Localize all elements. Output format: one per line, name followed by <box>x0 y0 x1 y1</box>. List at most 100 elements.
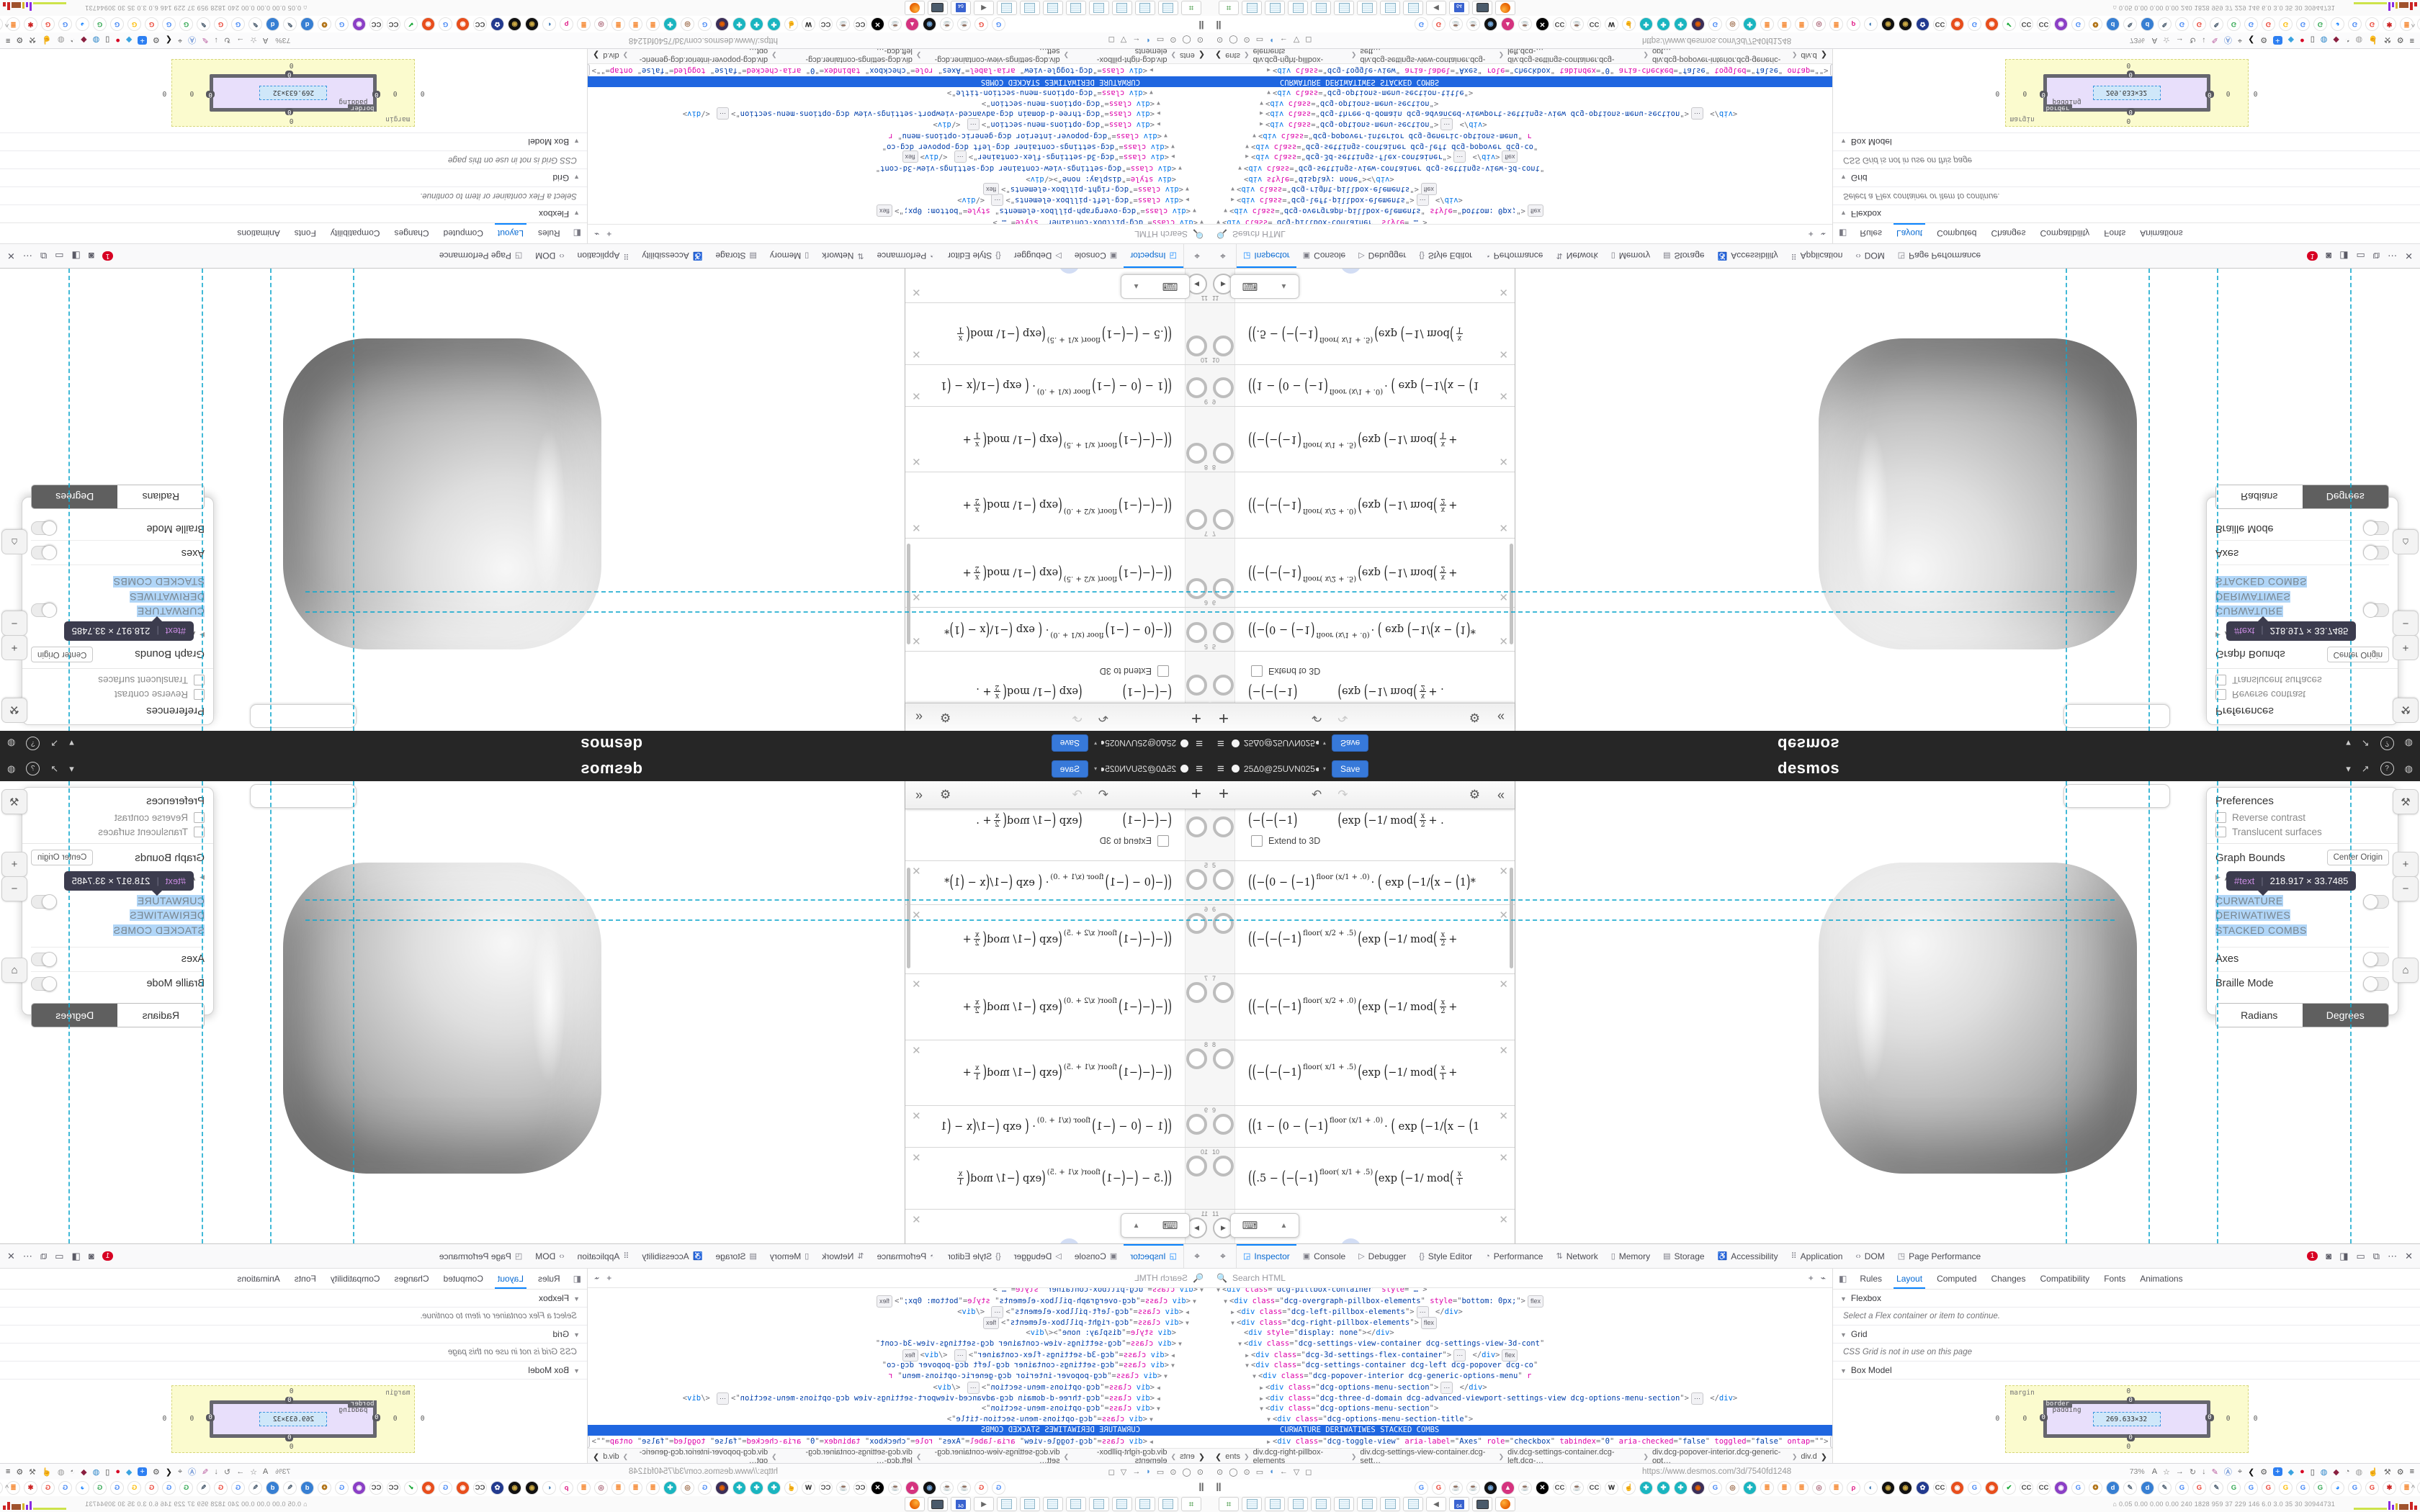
expression-circle-icon[interactable] <box>1186 913 1207 934</box>
bookmark-favicon[interactable]: ✚ <box>1673 1481 1688 1495</box>
taskbar-note-button[interactable] <box>1265 1 1285 15</box>
devtools-tab-application[interactable]: ⠿ Application <box>1791 251 1843 261</box>
shield-extension-icon[interactable]: ◆ <box>81 35 87 45</box>
html-tree-line[interactable]: ▼<div class="dcg-options-menu-section-ti… <box>1267 1415 1474 1423</box>
shield-icon[interactable]: ▽ <box>1120 35 1127 45</box>
expression-circle-icon[interactable] <box>1186 622 1207 643</box>
home-view-button[interactable]: ⌂ <box>1 529 27 554</box>
bookmark-favicon[interactable]: ✎ <box>2123 1481 2137 1495</box>
graph-title[interactable]: 25Δ0@25UVN025●… <box>1243 738 1319 749</box>
extend-to-3d-row[interactable]: Extend to 3D <box>1235 834 1515 847</box>
sidebar-tab-computed[interactable]: Computed <box>443 228 483 238</box>
bookmark-favicon[interactable]: ✚ <box>750 1481 764 1495</box>
bookmark-favicon[interactable]: ☕ <box>1466 1481 1480 1495</box>
sidebar-tab-computed[interactable]: Computed <box>1937 1274 1977 1284</box>
expression-formula[interactable]: ((−(−(−1) floor( x/1 + .5) (exp (−1/ mod(x… <box>962 1063 1172 1083</box>
expression-circle-icon[interactable] <box>1186 816 1207 837</box>
translucent-surfaces-option[interactable]: Translucent surfaces <box>2215 675 2389 685</box>
save-button[interactable]: Save <box>1051 760 1089 778</box>
header-help-icon[interactable]: ? <box>26 762 40 775</box>
bookmark-favicon[interactable]: ❂ <box>318 1481 332 1495</box>
braille-toggle[interactable] <box>2363 976 2389 991</box>
search-bar-icon[interactable]: ⌁ <box>594 1273 600 1283</box>
superellipsoid-surface[interactable] <box>283 863 601 1174</box>
bookmark-favicon[interactable]: G <box>2244 1481 2258 1495</box>
taskbar-note-button[interactable] <box>997 1 1017 15</box>
tab-icon[interactable]: ◯ <box>1229 1467 1238 1477</box>
expression-row[interactable]: 7 ((−(−(−1) floor( x/2 + .0) (exp (−1/ mod(… <box>905 472 1210 538</box>
expression-circle-icon[interactable] <box>1186 443 1207 464</box>
html-tree-line[interactable]: ▶<div class="dcg-3d-settings-flex-contai… <box>588 150 1210 163</box>
reverse-contrast-option[interactable]: Reverse contrast <box>31 812 205 823</box>
breadcrumb-item[interactable]: div.dcg-popover-interior.dcg-generic-opt… <box>639 48 768 64</box>
add-extension-icon[interactable]: + <box>138 1467 147 1476</box>
delete-expression-button[interactable]: ✕ <box>912 978 921 991</box>
bookmark-favicon[interactable]: ☕ <box>957 1481 972 1495</box>
zoom-level[interactable]: 73% <box>275 1467 291 1476</box>
back-icon[interactable]: ← <box>1279 36 1288 45</box>
expression-row[interactable]: 5 ((−(0 − (−1) floor (x/1 + .0) · ( exp (−… <box>1210 607 1515 651</box>
sidebar-tab-changes[interactable]: Changes <box>1991 1274 2026 1284</box>
expression-row[interactable]: 6 ((−(−(−1) floor( x/2 + .5) (exp (−1/ mod(… <box>905 905 1210 974</box>
bookmark-favicon[interactable]: G <box>1708 17 1722 31</box>
taskbar-note-button[interactable] <box>1020 1 1040 15</box>
bookmark-favicon[interactable]: ✔ <box>404 1481 418 1495</box>
expression-scrollbar[interactable] <box>1510 868 1513 968</box>
bookmark-favicon[interactable]: ≣ <box>2399 1481 2414 1495</box>
expression-row[interactable]: 10 ((.5 − (−(−1) floor( x/1 + .5) (exp (−1/… <box>1210 302 1515 364</box>
zoom-in-button[interactable]: + <box>1 635 27 660</box>
devtools-tab-network[interactable]: ⇅ Network <box>822 1251 864 1261</box>
expression-formula[interactable]: (−(−(−1) (exp (−1/ mod(x 2 + . <box>976 682 1172 701</box>
keypad-toggle[interactable]: ⌨ ▲ <box>1121 274 1190 299</box>
taskbar-note-button[interactable] <box>1357 1497 1377 1511</box>
expression-formula[interactable]: ((−(0 − (−1) floor (x/1 + .0) · ( exp (−1… <box>944 619 1172 639</box>
extension-icon[interactable]: ◆ <box>2287 35 2295 45</box>
error-count-badge[interactable]: 1 <box>2306 1251 2318 1261</box>
bookmark-favicon[interactable]: ☕ <box>1448 17 1463 31</box>
devtools-menu-icon[interactable]: ⋯ <box>22 1250 32 1261</box>
bookmark-favicon[interactable]: ❂ <box>318 17 332 31</box>
bookmark-favicon[interactable]: ☝ <box>1621 1481 1636 1495</box>
bookmark-favicon[interactable]: G <box>214 1481 228 1495</box>
sidebar-tab-changes[interactable]: Changes <box>394 228 429 238</box>
border-right-value[interactable]: 0 <box>206 1414 215 1421</box>
devtools-tab-style-editor[interactable]: {} Style Editor <box>1419 1251 1473 1261</box>
zoom-out-button[interactable]: − <box>1 611 27 636</box>
tab-audio-icon[interactable]: ⊙ <box>1196 1467 1204 1477</box>
home-view-button[interactable]: ⌂ <box>2393 529 2419 554</box>
html-tree-line[interactable]: CURWATURE DERIWATIWES STACKED COMBS <box>1210 1425 1832 1436</box>
expression-formula[interactable]: ((1 − (0 − (−1) floor (x/1 + .0) · ( exp … <box>1248 376 1480 395</box>
html-tree-line[interactable]: ▶<div class="dcg-left-pillbox-elements">… <box>1210 1306 1832 1318</box>
search-bar-icon[interactable]: + <box>1808 229 1814 239</box>
wrench-settings-button[interactable]: ⚒ <box>1 698 27 723</box>
devtools-tab-accessibility[interactable]: ♿ Accessibility <box>1717 1251 1778 1261</box>
gear-extension-icon[interactable]: ⚙ <box>2260 35 2268 45</box>
bookmark-favicon[interactable]: G <box>110 17 125 31</box>
devtools-tab-page-performance[interactable]: ◳ Page Performance <box>439 251 523 261</box>
bookmark-favicon[interactable]: ✎ <box>2416 17 2420 31</box>
flexbox-section-header[interactable]: ▼Flexbox <box>0 1290 587 1308</box>
extend-to-3d-row[interactable]: Extend to 3D <box>1235 665 1515 678</box>
header-share-icon[interactable]: ↗ <box>50 738 59 750</box>
highlighter-extension-icon[interactable]: ✎ <box>202 35 209 45</box>
bookmark-favicon[interactable]: G <box>2192 17 2206 31</box>
grid-section-header[interactable]: ▼Grid <box>0 168 587 186</box>
html-tree-line[interactable]: ▼<div class="dcg-settings-container dcg-… <box>1245 143 1538 151</box>
bookmark-favicon[interactable]: G <box>974 1481 989 1495</box>
lock-icon[interactable]: ◻ <box>1108 35 1115 45</box>
thumb-extension-icon[interactable]: ☝ <box>42 35 52 45</box>
bookmark-favicon[interactable]: ✚ <box>1656 1481 1670 1495</box>
html-tree-line[interactable]: ▼<div class="dcg-options-menu-section"> <box>981 99 1160 108</box>
bookmark-star-icon[interactable]: ☆ <box>2163 1467 2170 1477</box>
world-extension-icon[interactable]: ◍ <box>57 1467 65 1477</box>
border-top-value[interactable]: 0 <box>285 1397 294 1404</box>
wrench-extension-icon[interactable]: ⚒ <box>2383 35 2391 45</box>
expression-formula[interactable]: ((−(−(−1) floor( x/1 + .5) (exp (−1/ mod(x… <box>1248 1063 1458 1083</box>
bookmark-favicon[interactable]: ρ <box>1846 17 1860 31</box>
devtools-tab-application[interactable]: ⠿ Application <box>1791 1251 1843 1261</box>
bookmark-favicon[interactable]: G <box>2365 1481 2379 1495</box>
devtools-tab-inspector[interactable]: ◲ Inspector <box>1237 1244 1296 1268</box>
html-tree-line[interactable]: CURWATURE DERIWATIWES STACKED COMBS <box>1210 76 1832 87</box>
bookmark-favicon[interactable]: CC <box>2036 17 2051 31</box>
devtools-tab-storage[interactable]: ▤ Storage <box>1663 1251 1705 1261</box>
